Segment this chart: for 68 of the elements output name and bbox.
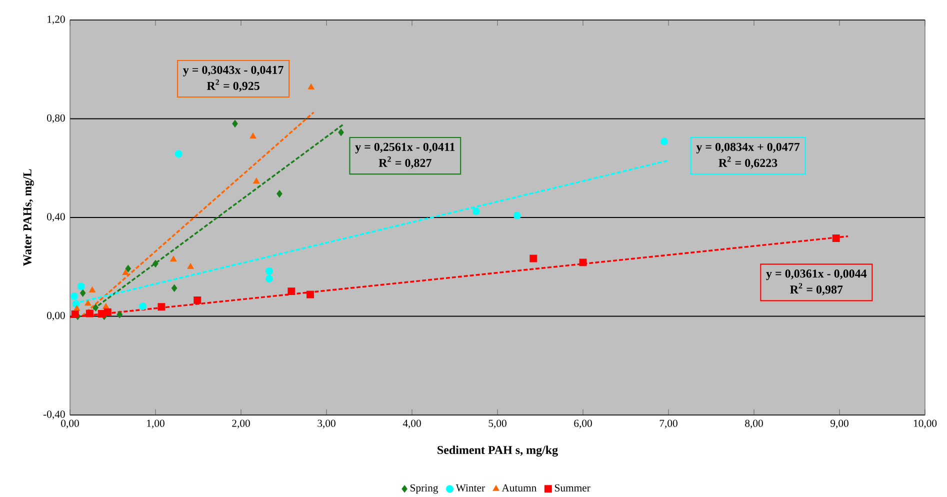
point xyxy=(71,310,79,318)
point xyxy=(122,269,129,276)
y-tick-label: 0,40 xyxy=(47,213,65,222)
point xyxy=(104,308,112,316)
point xyxy=(194,296,202,304)
y-axis-title: Water PAHs, mg/L xyxy=(23,169,34,266)
point xyxy=(152,260,158,268)
x-tick-label: 2,00 xyxy=(232,420,250,428)
annotation: R$^{2}$ = 0,925 xyxy=(206,79,260,92)
point xyxy=(84,300,92,306)
annotation: y = 0,0361x - 0,0044 xyxy=(766,270,867,280)
point xyxy=(288,288,296,296)
point xyxy=(77,282,85,290)
x-tick-label: 10,00 xyxy=(914,420,937,428)
y-tick-label: 0,80 xyxy=(47,114,65,124)
point xyxy=(832,234,840,242)
legend-label: Spring xyxy=(410,484,438,494)
x-tick-label: 5,00 xyxy=(488,420,506,428)
annotation: y = 0,3043x - 0,0417 xyxy=(183,66,284,76)
point xyxy=(74,305,80,311)
point xyxy=(70,292,78,300)
annotation: R$^{2}$ = 0,987 xyxy=(790,283,843,296)
point xyxy=(472,208,480,216)
point xyxy=(174,150,182,158)
x-tick-label: 0,00 xyxy=(61,420,79,428)
legend-label: Summer xyxy=(554,484,590,492)
point xyxy=(170,256,177,262)
point xyxy=(306,290,314,298)
point xyxy=(88,286,96,292)
x-tick-label: 3,00 xyxy=(318,420,336,428)
point xyxy=(265,274,273,282)
point xyxy=(232,120,238,128)
x-axis-title: Sediment PAH s, mg/kg xyxy=(438,446,558,457)
annotation: R$^{2}$ = 0,6223 xyxy=(718,156,778,169)
x-tick-label: 8,00 xyxy=(745,420,763,428)
point xyxy=(530,254,538,262)
point xyxy=(125,264,132,272)
legend-label: Autumn xyxy=(502,484,536,492)
x-tick-label: 1,00 xyxy=(147,420,164,428)
legend-label: Winter xyxy=(456,484,485,492)
y-tick-label: 1,20 xyxy=(48,16,65,24)
y-tick-label: -0,40 xyxy=(43,410,65,420)
x-tick-label: 7,00 xyxy=(660,420,678,428)
annotation: y = 0,2561x - 0,0411 xyxy=(355,142,455,154)
point xyxy=(338,128,344,136)
point xyxy=(171,284,178,292)
point xyxy=(513,212,521,220)
point xyxy=(102,303,110,309)
point xyxy=(579,258,587,266)
x-tick-label: 4,00 xyxy=(402,420,421,428)
point xyxy=(80,289,86,297)
point xyxy=(265,267,273,275)
x-tick-label: 9,00 xyxy=(830,420,848,428)
point xyxy=(116,310,122,318)
point xyxy=(86,310,94,318)
point xyxy=(138,302,146,310)
point xyxy=(253,178,260,184)
point xyxy=(158,303,166,311)
point xyxy=(187,263,194,269)
annotation: R$^{2}$ = 0,827 xyxy=(378,156,432,169)
point xyxy=(308,84,314,90)
point xyxy=(660,138,668,146)
point xyxy=(276,190,282,198)
point xyxy=(92,304,99,312)
y-tick-label: 0,00 xyxy=(47,312,65,321)
annotation: y = 0,0834x + 0,0477 xyxy=(696,142,800,154)
point xyxy=(250,132,256,139)
x-tick-label: 6,00 xyxy=(574,420,592,428)
